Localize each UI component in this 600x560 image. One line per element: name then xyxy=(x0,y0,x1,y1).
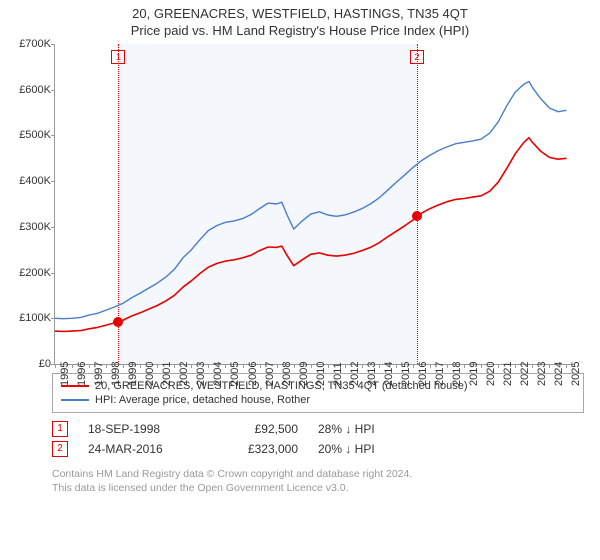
x-tick xyxy=(157,364,158,368)
legend-label: HPI: Average price, detached house, Roth… xyxy=(95,394,310,406)
x-tick xyxy=(55,364,56,368)
x-tick xyxy=(72,364,73,368)
x-tick xyxy=(362,364,363,368)
footer-line1: Contains HM Land Registry data © Crown c… xyxy=(52,467,584,481)
sales-date: 18-SEP-1998 xyxy=(88,422,198,436)
x-tick xyxy=(89,364,90,368)
x-tick xyxy=(328,364,329,368)
x-tick-label: 2017 xyxy=(434,362,446,386)
x-tick-label: 2000 xyxy=(144,362,156,386)
x-tick xyxy=(277,364,278,368)
x-tick xyxy=(294,364,295,368)
figure-root: 20, GREENACRES, WESTFIELD, HASTINGS, TN3… xyxy=(0,6,600,560)
x-tick-label: 2024 xyxy=(553,362,565,386)
y-tick-label: £100K xyxy=(7,312,51,324)
x-tick-label: 2019 xyxy=(468,362,480,386)
x-tick-label: 2006 xyxy=(247,362,259,386)
x-tick xyxy=(498,364,499,368)
sales-delta: 20% ↓ HPI xyxy=(318,442,418,456)
x-tick-label: 2005 xyxy=(229,362,241,386)
x-tick-label: 2021 xyxy=(502,362,514,386)
x-tick xyxy=(532,364,533,368)
sale-point xyxy=(113,317,123,327)
title-line1: 20, GREENACRES, WESTFIELD, HASTINGS, TN3… xyxy=(0,6,600,21)
sales-price: £92,500 xyxy=(218,422,298,436)
y-tick-label: £300K xyxy=(7,221,51,233)
x-tick-label: 1999 xyxy=(127,362,139,386)
x-tick-label: 1995 xyxy=(59,362,71,386)
footer-line2: This data is licensed under the Open Gov… xyxy=(52,481,584,495)
series-hpi xyxy=(55,82,567,319)
x-tick-label: 2004 xyxy=(212,362,224,386)
x-tick xyxy=(123,364,124,368)
y-tick-label: £0 xyxy=(7,358,51,370)
x-tick xyxy=(379,364,380,368)
x-tick xyxy=(515,364,516,368)
x-tick xyxy=(243,364,244,368)
x-tick xyxy=(174,364,175,368)
series-price_paid xyxy=(55,138,567,332)
x-tick-label: 2023 xyxy=(536,362,548,386)
x-tick xyxy=(260,364,261,368)
sales-delta: 28% ↓ HPI xyxy=(318,422,418,436)
x-tick-label: 2025 xyxy=(570,362,582,386)
x-tick xyxy=(481,364,482,368)
sales-row: 1 18-SEP-1998 £92,500 28% ↓ HPI xyxy=(52,421,584,437)
x-tick-label: 2010 xyxy=(315,362,327,386)
y-tick-label: £700K xyxy=(7,38,51,50)
x-tick xyxy=(311,364,312,368)
x-tick-label: 2016 xyxy=(417,362,429,386)
x-tick-label: 2015 xyxy=(400,362,412,386)
sales-index-box: 2 xyxy=(52,441,68,457)
x-tick xyxy=(413,364,414,368)
x-tick-label: 2002 xyxy=(178,362,190,386)
x-tick-label: 1996 xyxy=(76,362,88,386)
y-tick-label: £400K xyxy=(7,175,51,187)
x-tick-label: 2012 xyxy=(349,362,361,386)
x-tick xyxy=(566,364,567,368)
x-tick-label: 1997 xyxy=(93,362,105,386)
y-tick-label: £200K xyxy=(7,267,51,279)
y-tick-label: £600K xyxy=(7,84,51,96)
sales-date: 24-MAR-2016 xyxy=(88,442,198,456)
legend-item: HPI: Average price, detached house, Roth… xyxy=(61,394,575,406)
legend-swatch xyxy=(61,399,89,401)
x-tick xyxy=(191,364,192,368)
chart-wrap: £0£100K£200K£300K£400K£500K£600K£700K199… xyxy=(54,44,582,365)
x-tick-label: 2022 xyxy=(519,362,531,386)
sales-row: 2 24-MAR-2016 £323,000 20% ↓ HPI xyxy=(52,441,584,457)
x-tick-label: 2003 xyxy=(195,362,207,386)
title-line2: Price paid vs. HM Land Registry's House … xyxy=(0,23,600,38)
attribution-footer: Contains HM Land Registry data © Crown c… xyxy=(52,467,584,495)
x-tick-label: 2008 xyxy=(281,362,293,386)
sale-point xyxy=(412,211,422,221)
x-tick xyxy=(208,364,209,368)
x-tick xyxy=(430,364,431,368)
x-tick-label: 1998 xyxy=(110,362,122,386)
x-tick-label: 2009 xyxy=(298,362,310,386)
x-tick-label: 2013 xyxy=(366,362,378,386)
x-tick-label: 2018 xyxy=(451,362,463,386)
x-tick xyxy=(345,364,346,368)
x-tick xyxy=(549,364,550,368)
x-tick xyxy=(447,364,448,368)
series-canvas xyxy=(55,44,575,364)
x-tick-label: 2001 xyxy=(161,362,173,386)
x-tick xyxy=(140,364,141,368)
sales-price: £323,000 xyxy=(218,442,298,456)
x-tick-label: 2007 xyxy=(264,362,276,386)
x-tick xyxy=(225,364,226,368)
sales-index-box: 1 xyxy=(52,421,68,437)
x-tick xyxy=(106,364,107,368)
y-tick-label: £500K xyxy=(7,129,51,141)
x-tick xyxy=(396,364,397,368)
x-tick-label: 2014 xyxy=(383,362,395,386)
x-tick-label: 2020 xyxy=(485,362,497,386)
plot-area: £0£100K£200K£300K£400K£500K£600K£700K199… xyxy=(54,44,575,365)
x-tick xyxy=(464,364,465,368)
sales-table: 1 18-SEP-1998 £92,500 28% ↓ HPI 2 24-MAR-2016… xyxy=(52,421,584,457)
x-tick-label: 2011 xyxy=(332,362,344,386)
